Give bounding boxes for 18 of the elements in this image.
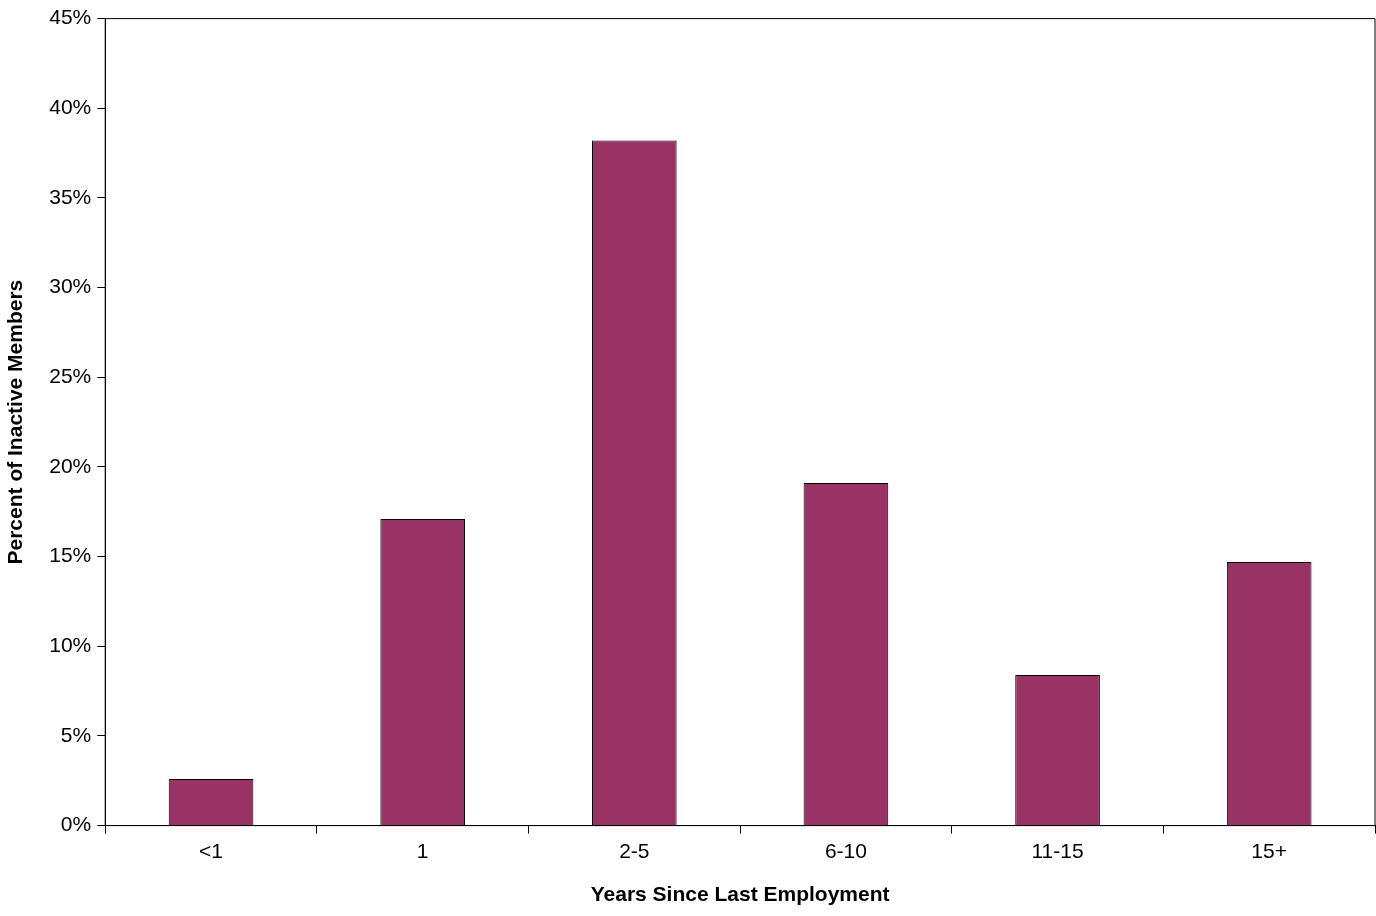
y-tick-label: 45% — [49, 5, 92, 29]
x-tick-label: 1 — [416, 839, 429, 862]
y-tick-label: 0% — [60, 812, 92, 836]
x-tick-label: 2-5 — [619, 839, 650, 862]
y-axis-title: Percent of Inactive Members — [3, 279, 27, 565]
x-tick-label: 6-10 — [824, 839, 867, 862]
y-tick-label: 30% — [49, 274, 92, 298]
x-tick-label: <1 — [199, 839, 224, 862]
y-tick-label: 20% — [49, 453, 92, 477]
x-tick-label: 11-15 — [1031, 839, 1084, 862]
y-tick-label: 35% — [49, 184, 92, 208]
y-tick-label: 15% — [49, 543, 92, 567]
y-tick-label: 5% — [60, 722, 92, 746]
y-tick-label: 25% — [49, 364, 92, 388]
x-tick-label: 15+ — [1251, 839, 1287, 862]
x-axis-title: Years Since Last Employment — [590, 882, 890, 906]
y-tick-label: 10% — [49, 633, 92, 657]
y-tick-label: 40% — [49, 95, 92, 119]
